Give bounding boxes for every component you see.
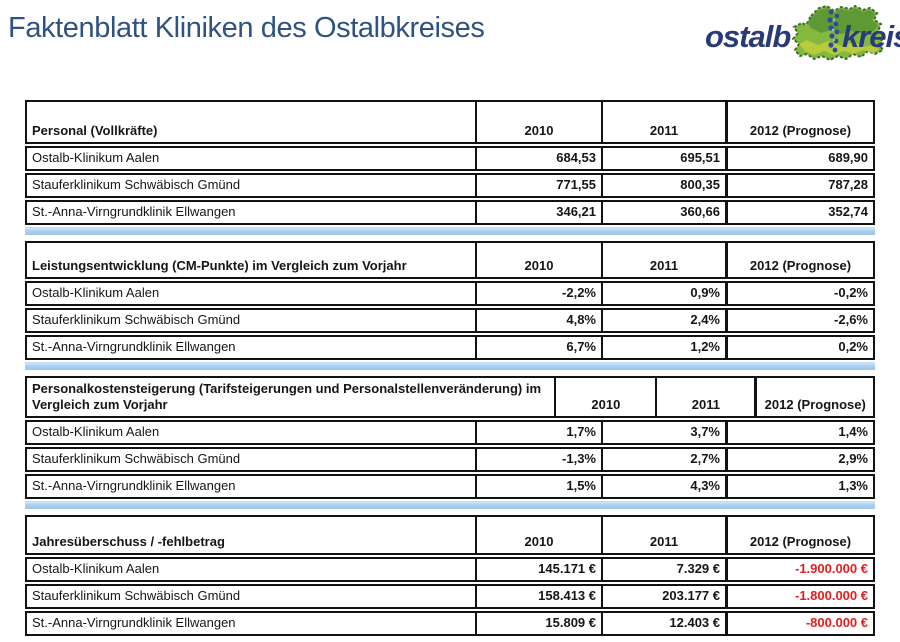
- page-title: Faktenblatt Kliniken des Ostalbkreises: [8, 12, 485, 44]
- value-2011: 360,66: [601, 202, 725, 223]
- value-2010: 4,8%: [475, 310, 601, 331]
- value-2010: 1,7%: [475, 422, 601, 443]
- value-2010: -1,3%: [475, 449, 601, 470]
- logo-text-ostalb: ostalb: [705, 19, 791, 54]
- value-2012: -0,2%: [725, 283, 873, 304]
- value-2011: 0,9%: [601, 283, 725, 304]
- col-header-2010: 2010: [475, 102, 601, 142]
- section-separator-bar: [25, 501, 875, 509]
- logo-text-kreis: kreis: [842, 19, 900, 54]
- value-2010: 684,53: [475, 148, 601, 169]
- col-header-2011: 2011: [601, 243, 725, 277]
- table-jahresueberschuss: Jahresüberschuss / -fehlbetrag 2010 2011…: [25, 515, 875, 636]
- ostalbkreis-logo: ostalb kreis: [705, 4, 900, 62]
- value-2010: 145.171 €: [475, 559, 601, 580]
- row-label: St.-Anna-Virngrundklinik Ellwangen: [32, 204, 236, 220]
- row-label: Stauferklinikum Schwäbisch Gmünd: [32, 312, 241, 328]
- table-row: Ostalb-Klinikum Aalen 145.171 € 7.329 € …: [25, 557, 875, 582]
- value-2010: 771,55: [475, 175, 601, 196]
- col-header-2010: 2010: [475, 517, 601, 553]
- row-label: Ostalb-Klinikum Aalen: [32, 150, 160, 166]
- value-2012-negative: -1.800.000 €: [725, 586, 873, 607]
- value-2010: 6,7%: [475, 337, 601, 358]
- row-label: Ostalb-Klinikum Aalen: [32, 424, 160, 440]
- col-header-2012-prognose: 2012 (Prognose): [725, 517, 873, 553]
- col-header-2012-prognose: 2012 (Prognose): [725, 102, 873, 142]
- row-label: Stauferklinikum Schwäbisch Gmünd: [32, 588, 241, 604]
- table-row: St.-Anna-Virngrundklinik Ellwangen 1,5% …: [25, 474, 875, 499]
- col-header-2011: 2011: [601, 517, 725, 553]
- col-header-2010: 2010: [554, 378, 655, 416]
- col-header-2010: 2010: [475, 243, 601, 277]
- value-2011: 12.403 €: [601, 613, 725, 634]
- table-row: St.-Anna-Virngrundklinik Ellwangen 6,7% …: [25, 335, 875, 360]
- table-row: Stauferklinikum Schwäbisch Gmünd -1,3% 2…: [25, 447, 875, 472]
- value-2012: -2,6%: [725, 310, 873, 331]
- value-2012: 352,74: [725, 202, 873, 223]
- row-label: Ostalb-Klinikum Aalen: [32, 285, 160, 301]
- value-2010: 15.809 €: [475, 613, 601, 634]
- value-2011: 203.177 €: [601, 586, 725, 607]
- value-2012: 1,3%: [725, 476, 873, 497]
- section-separator-bar: [25, 227, 875, 235]
- table-row: St.-Anna-Virngrundklinik Ellwangen 346,2…: [25, 200, 875, 225]
- value-2010: 158.413 €: [475, 586, 601, 607]
- section-separator-bar: [25, 362, 875, 370]
- value-2011: 1,2%: [601, 337, 725, 358]
- value-2011: 7.329 €: [601, 559, 725, 580]
- col-header-2011: 2011: [655, 378, 754, 416]
- value-2011: 3,7%: [601, 422, 725, 443]
- table-row: Ostalb-Klinikum Aalen 684,53 695,51 689,…: [25, 146, 875, 171]
- value-2011: 4,3%: [601, 476, 725, 497]
- row-label: Stauferklinikum Schwäbisch Gmünd: [32, 451, 241, 467]
- table-leistungsentwicklung: Leistungsentwicklung (CM-Punkte) im Verg…: [25, 241, 875, 360]
- table-header-row: Personalkostensteigerung (Tarifsteigerun…: [25, 376, 875, 418]
- table-personal: Personal (Vollkräfte) 2010 2011 2012 (Pr…: [25, 100, 875, 225]
- value-2012: 0,2%: [725, 337, 873, 358]
- value-2012-negative: -800.000 €: [725, 613, 873, 634]
- table-title: Personalkostensteigerung (Tarifsteigerun…: [32, 380, 542, 412]
- row-label: St.-Anna-Virngrundklinik Ellwangen: [32, 478, 236, 494]
- table-title: Leistungsentwicklung (CM-Punkte) im Verg…: [32, 257, 407, 273]
- value-2012: 689,90: [725, 148, 873, 169]
- table-row: Stauferklinikum Schwäbisch Gmünd 158.413…: [25, 584, 875, 609]
- value-2012: 2,9%: [725, 449, 873, 470]
- row-label: Stauferklinikum Schwäbisch Gmünd: [32, 177, 241, 193]
- tables-container: Personal (Vollkräfte) 2010 2011 2012 (Pr…: [25, 100, 875, 638]
- value-2011: 695,51: [601, 148, 725, 169]
- value-2010: 1,5%: [475, 476, 601, 497]
- value-2011: 2,4%: [601, 310, 725, 331]
- col-header-2012-prognose: 2012 (Prognose): [725, 243, 873, 277]
- table-row: Stauferklinikum Schwäbisch Gmünd 4,8% 2,…: [25, 308, 875, 333]
- value-2012: 1,4%: [725, 422, 873, 443]
- value-2011: 800,35: [601, 175, 725, 196]
- row-label: St.-Anna-Virngrundklinik Ellwangen: [32, 615, 236, 631]
- value-2011: 2,7%: [601, 449, 725, 470]
- value-2012-negative: -1.900.000 €: [725, 559, 873, 580]
- table-title: Personal (Vollkräfte): [32, 122, 158, 138]
- table-header-row: Personal (Vollkräfte) 2010 2011 2012 (Pr…: [25, 100, 875, 144]
- value-2012: 787,28: [725, 175, 873, 196]
- table-row: St.-Anna-Virngrundklinik Ellwangen 15.80…: [25, 611, 875, 636]
- table-row: Ostalb-Klinikum Aalen -2,2% 0,9% -0,2%: [25, 281, 875, 306]
- table-row: Ostalb-Klinikum Aalen 1,7% 3,7% 1,4%: [25, 420, 875, 445]
- row-label: Ostalb-Klinikum Aalen: [32, 561, 160, 577]
- table-header-row: Leistungsentwicklung (CM-Punkte) im Verg…: [25, 241, 875, 279]
- logo-dots-figure: [827, 9, 840, 53]
- col-header-2012-prognose: 2012 (Prognose): [754, 378, 873, 416]
- table-personalkostensteigerung: Personalkostensteigerung (Tarifsteigerun…: [25, 376, 875, 499]
- row-label: St.-Anna-Virngrundklinik Ellwangen: [32, 339, 236, 355]
- table-row: Stauferklinikum Schwäbisch Gmünd 771,55 …: [25, 173, 875, 198]
- table-header-row: Jahresüberschuss / -fehlbetrag 2010 2011…: [25, 515, 875, 555]
- value-2010: 346,21: [475, 202, 601, 223]
- col-header-2011: 2011: [601, 102, 725, 142]
- value-2010: -2,2%: [475, 283, 601, 304]
- table-title: Jahresüberschuss / -fehlbetrag: [32, 533, 225, 549]
